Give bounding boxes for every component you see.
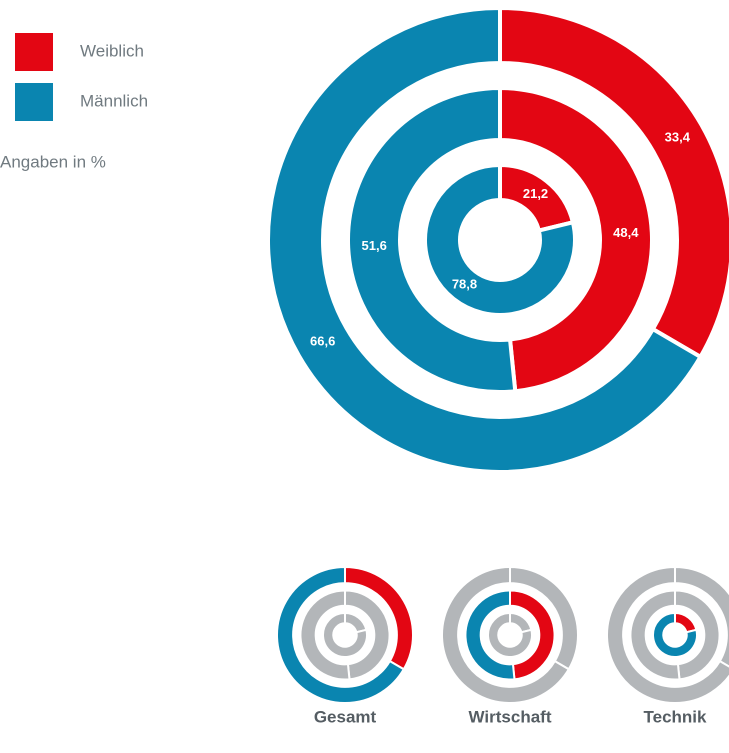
value-label: 51,6 [362, 238, 387, 253]
value-label: 21,2 [523, 186, 548, 201]
ring-segment [487, 612, 533, 658]
legend-swatch [15, 33, 53, 71]
ring-selector[interactable]: Gesamt [276, 565, 414, 726]
value-label: 33,4 [665, 130, 691, 145]
ring-segment [322, 612, 368, 658]
ring-segment [276, 565, 406, 704]
ring-segment [299, 589, 351, 681]
ring-segment [509, 589, 556, 681]
ring-segment [629, 589, 681, 681]
value-label: 48,4 [613, 225, 639, 240]
ring-segment [344, 612, 368, 634]
ring-segment [266, 5, 704, 474]
value-label: 78,8 [452, 277, 477, 292]
ring-segment [344, 589, 391, 681]
ring-name: Technik [644, 707, 708, 726]
annotation: Angaben in % [0, 152, 106, 171]
ring-segment [464, 589, 516, 681]
ring-segment [423, 162, 577, 317]
value-label: 66,6 [310, 333, 335, 348]
ring-segment [674, 612, 698, 634]
ring-segment [606, 565, 729, 704]
legend-label: Weiblich [80, 41, 144, 60]
ring-segment [652, 612, 698, 658]
ring-selector[interactable]: Technik [606, 565, 729, 726]
ring-name: Gesamt [314, 707, 377, 726]
ring-segment [498, 85, 654, 394]
legend-label: Männlich [80, 91, 148, 110]
ring-segment [498, 5, 729, 360]
ring-segment [674, 565, 729, 668]
ring-selector[interactable]: Wirtschaft [441, 565, 579, 726]
ring-segment [509, 612, 533, 634]
ring-segment [674, 589, 721, 681]
legend-swatch [15, 83, 53, 121]
ring-segment [346, 85, 518, 394]
ring-segment [441, 565, 571, 704]
ring-name: Wirtschaft [469, 707, 552, 726]
